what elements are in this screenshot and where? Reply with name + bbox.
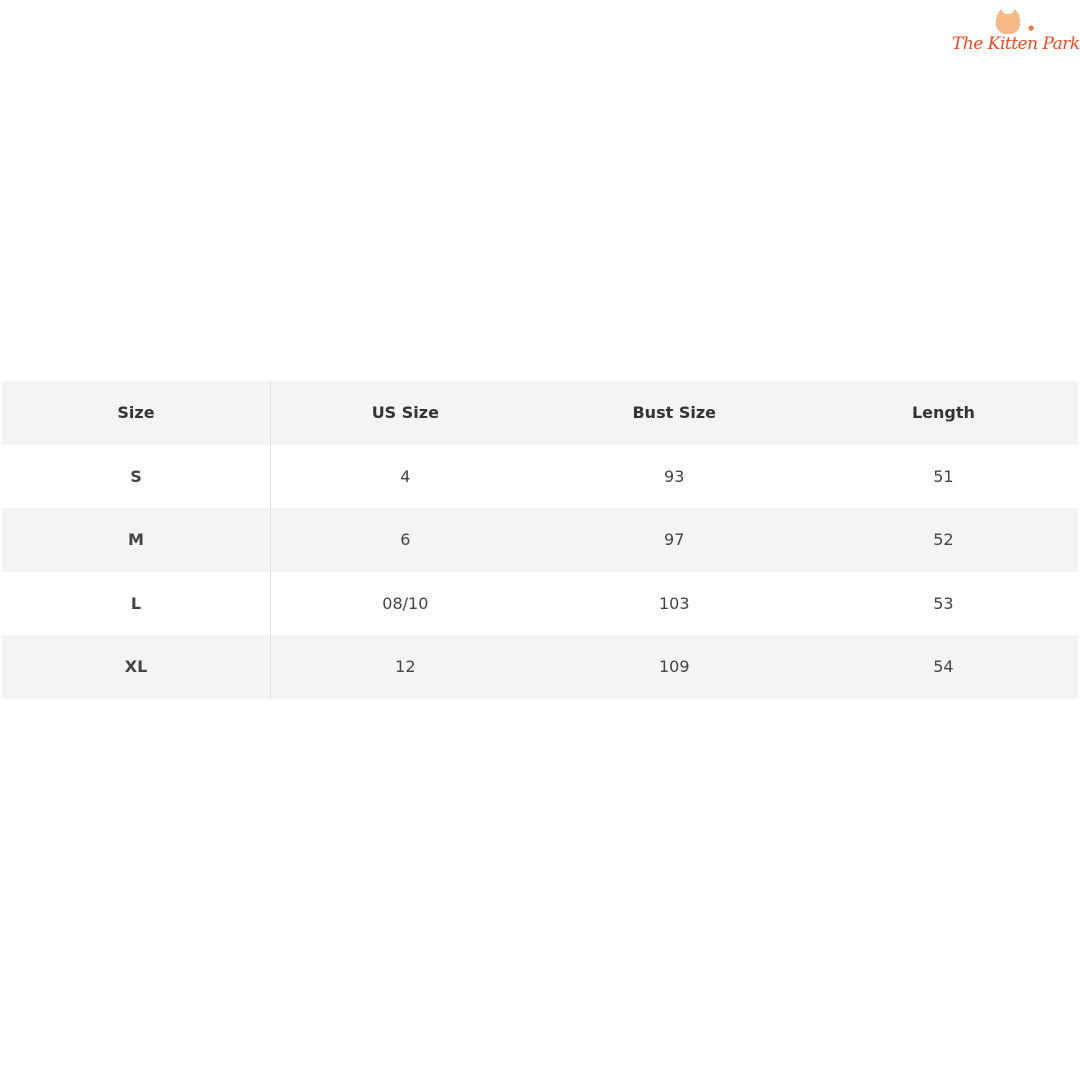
header-size: Size bbox=[2, 381, 271, 445]
cell-size: XL bbox=[2, 635, 271, 699]
cell-size: L bbox=[2, 571, 271, 635]
cell-length: 52 bbox=[933, 530, 954, 550]
cell-us-size: 4 bbox=[400, 466, 411, 486]
brand-logo: ● The Kitten Park bbox=[948, 9, 1080, 64]
cell-size: M bbox=[2, 508, 271, 572]
cell-size: S bbox=[2, 444, 271, 508]
table-row: S 4 93 51 bbox=[2, 444, 1078, 508]
cell-bust-size: 93 bbox=[664, 466, 685, 486]
cell-us-size: 6 bbox=[400, 530, 411, 550]
header-us-size: US Size bbox=[371, 403, 439, 423]
header-length: Length bbox=[911, 403, 975, 423]
cell-bust-size: 103 bbox=[658, 593, 690, 613]
header-bust-size: Bust Size bbox=[632, 403, 716, 423]
table-row: L 08/10 103 53 bbox=[2, 571, 1078, 635]
paw-icon: ● bbox=[1028, 24, 1035, 32]
table-header-row: Size US Size Bust Size Length bbox=[2, 381, 1078, 445]
cell-us-size: 12 bbox=[395, 657, 416, 677]
table-row: XL 12 109 54 bbox=[2, 635, 1078, 699]
logo-text: The Kitten Park bbox=[952, 34, 1080, 54]
cat-icon bbox=[996, 9, 1020, 34]
cell-us-size: 08/10 bbox=[382, 593, 429, 613]
cell-length: 54 bbox=[933, 657, 954, 677]
table-row: M 6 97 52 bbox=[2, 508, 1078, 572]
cell-bust-size: 97 bbox=[664, 530, 685, 550]
cell-length: 53 bbox=[933, 593, 954, 613]
cell-length: 51 bbox=[933, 466, 954, 486]
cell-bust-size: 109 bbox=[658, 657, 690, 677]
size-chart-table: Size US Size Bust Size Length S 4 93 51 … bbox=[2, 381, 1078, 699]
